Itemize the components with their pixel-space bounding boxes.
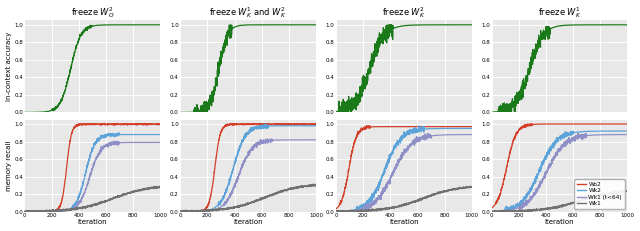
X-axis label: iteration: iteration [545,219,574,225]
X-axis label: iteration: iteration [77,219,107,225]
Title: freeze $W_K^2$: freeze $W_K^2$ [382,6,426,21]
Title: freeze $W_O^2$: freeze $W_O^2$ [70,6,114,21]
Legend: Wo2, Wk2, Wk1 (t<64), Wk1: Wo2, Wk2, Wk1 (t<64), Wk1 [575,179,625,209]
X-axis label: iteration: iteration [234,219,263,225]
Title: freeze $W_K^1$: freeze $W_K^1$ [538,6,581,21]
Title: freeze $W_K^1$ and $W_K^2$: freeze $W_K^1$ and $W_K^2$ [209,6,287,21]
Y-axis label: memory recall: memory recall [6,140,12,191]
Y-axis label: in-context accuracy: in-context accuracy [6,32,12,101]
X-axis label: iteration: iteration [389,219,419,225]
